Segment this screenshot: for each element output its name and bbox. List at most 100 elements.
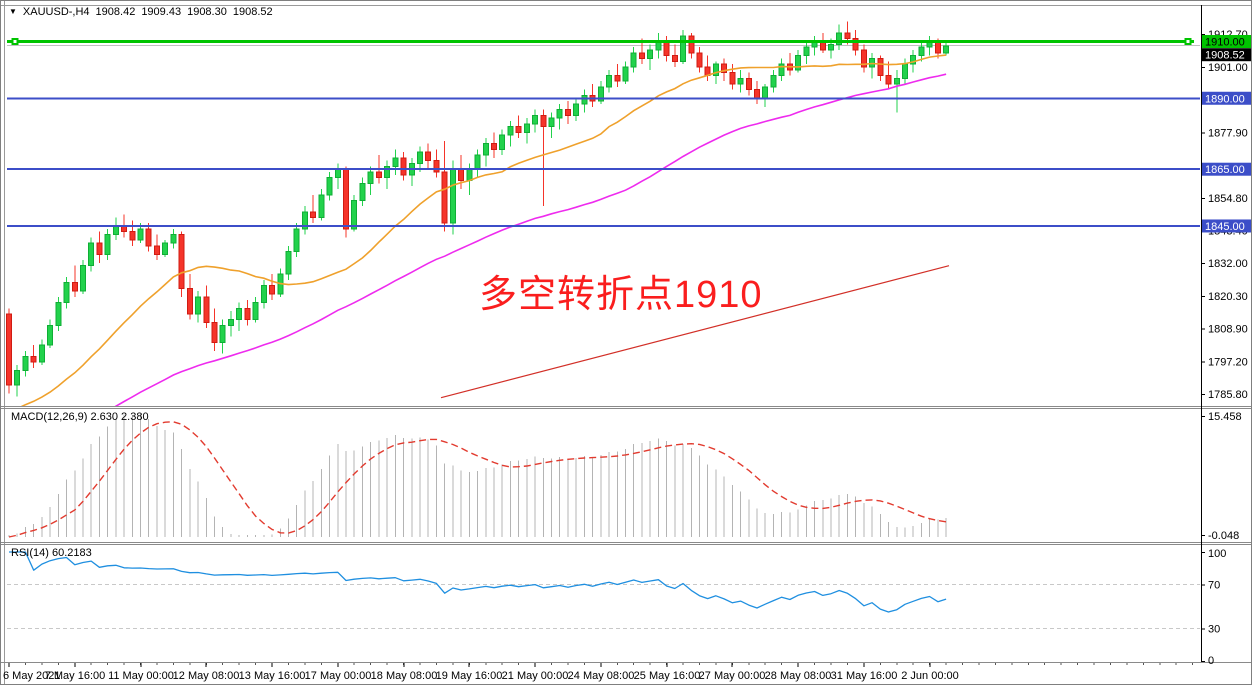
candle xyxy=(523,118,530,144)
macd-scale-min: -0.048 xyxy=(1208,530,1239,542)
candle-body xyxy=(375,171,382,179)
rsi-indicator-label: RSI(14) 60.2183 xyxy=(11,547,92,559)
candle-body xyxy=(186,287,193,315)
candle xyxy=(153,234,160,261)
annotation-text[interactable]: 多空转折点1910 xyxy=(479,274,763,316)
candle-body xyxy=(326,177,333,196)
price-axis-label: 1785.80 xyxy=(1208,389,1248,401)
candle-body xyxy=(47,324,54,346)
candle-body xyxy=(638,52,645,60)
candle-body xyxy=(211,321,218,343)
candle-body xyxy=(22,356,29,372)
hline-endpoint-marker-center xyxy=(13,40,17,43)
candle-body xyxy=(836,32,843,45)
price-axis[interactable]: 1912.701901.001877.901854.801843.401832.… xyxy=(1201,29,1252,667)
candle-body xyxy=(6,313,12,386)
ma-fast-line[interactable] xyxy=(9,54,947,412)
price-axis-label: 1808.90 xyxy=(1208,323,1248,335)
ma-slow-line[interactable] xyxy=(9,73,947,456)
candle xyxy=(104,228,111,261)
candle xyxy=(400,152,407,181)
candle xyxy=(178,231,185,297)
candle xyxy=(96,231,103,263)
candle-body xyxy=(400,157,407,176)
candle xyxy=(778,58,785,82)
candle-body xyxy=(343,168,350,230)
candle xyxy=(573,98,580,121)
candle-body xyxy=(392,157,399,167)
candle xyxy=(680,30,687,65)
price-badge-1890.00 xyxy=(1202,91,1251,105)
time-axis-label: 31 May 16:00 xyxy=(831,670,898,682)
candle xyxy=(129,220,136,246)
price-axis-label: 1877.90 xyxy=(1208,128,1248,140)
candle-body xyxy=(310,211,317,218)
candle xyxy=(647,44,654,70)
candle-body xyxy=(564,109,571,116)
candle xyxy=(326,172,333,201)
price-badge-1845.00-text: 1845.00 xyxy=(1205,221,1245,233)
candle xyxy=(211,308,218,351)
candle-body xyxy=(96,242,103,255)
candle-body xyxy=(803,46,810,57)
chart-ohlc-header: ▼ XAUUSD-,H4 1908.42 1909.43 1908.30 1908.52 xyxy=(9,6,279,18)
ohlc-close: 1908.52 xyxy=(232,6,273,18)
candle xyxy=(622,61,629,85)
candle-body xyxy=(285,251,292,275)
price-axis-label: 1832.00 xyxy=(1208,258,1248,270)
candle xyxy=(597,81,604,104)
candle xyxy=(688,32,695,59)
candle xyxy=(729,64,736,90)
time-axis-label: 27 May 00:00 xyxy=(699,670,766,682)
macd-pane[interactable] xyxy=(8,414,947,538)
candle-body xyxy=(910,55,917,65)
price-axis-label: 1797.20 xyxy=(1208,357,1248,369)
trendline[interactable] xyxy=(440,265,950,399)
candle-body xyxy=(359,182,366,201)
candle xyxy=(918,41,925,62)
candle-body xyxy=(112,225,119,235)
ohlc-high: 1909.43 xyxy=(141,6,182,18)
candle-body xyxy=(901,63,908,79)
rsi-axis-label: 100 xyxy=(1208,548,1226,560)
candle-body xyxy=(754,89,761,99)
candle-body xyxy=(680,35,687,62)
price-pane[interactable] xyxy=(6,21,1201,457)
macd-signal-line xyxy=(8,421,947,538)
candle-body xyxy=(943,45,950,54)
candle xyxy=(877,55,884,82)
time-axis-label: 25 May 16:00 xyxy=(634,670,701,682)
rsi-pane[interactable] xyxy=(7,551,1200,629)
candle xyxy=(885,61,892,90)
candle-body xyxy=(523,123,530,133)
time-axis-label: 12 May 08:00 xyxy=(173,670,240,682)
price-badge-1845.00 xyxy=(1202,219,1251,233)
candle xyxy=(170,228,177,249)
candle-body xyxy=(88,242,95,267)
candle xyxy=(499,129,506,156)
candle xyxy=(490,132,497,158)
ohlc-open: 1908.42 xyxy=(95,6,136,18)
candle xyxy=(564,101,571,124)
candle xyxy=(334,163,341,190)
candle xyxy=(507,120,514,147)
candle-body xyxy=(433,160,440,173)
candle-body xyxy=(934,41,941,54)
candle-body xyxy=(696,52,703,68)
candle-body xyxy=(729,72,736,85)
candle xyxy=(408,157,415,187)
candle-body xyxy=(860,49,867,68)
candle-body xyxy=(219,324,226,343)
symbol-dropdown-icon[interactable]: ▼ xyxy=(9,7,17,16)
candle-body xyxy=(63,282,70,304)
candle xyxy=(762,84,769,107)
time-axis-label: 13 May 16:00 xyxy=(239,670,306,682)
candle-body xyxy=(252,302,259,321)
candle-body xyxy=(548,117,555,128)
candle-body xyxy=(269,285,276,295)
candle-body xyxy=(425,151,432,162)
candle xyxy=(441,140,448,232)
candle xyxy=(252,296,259,323)
